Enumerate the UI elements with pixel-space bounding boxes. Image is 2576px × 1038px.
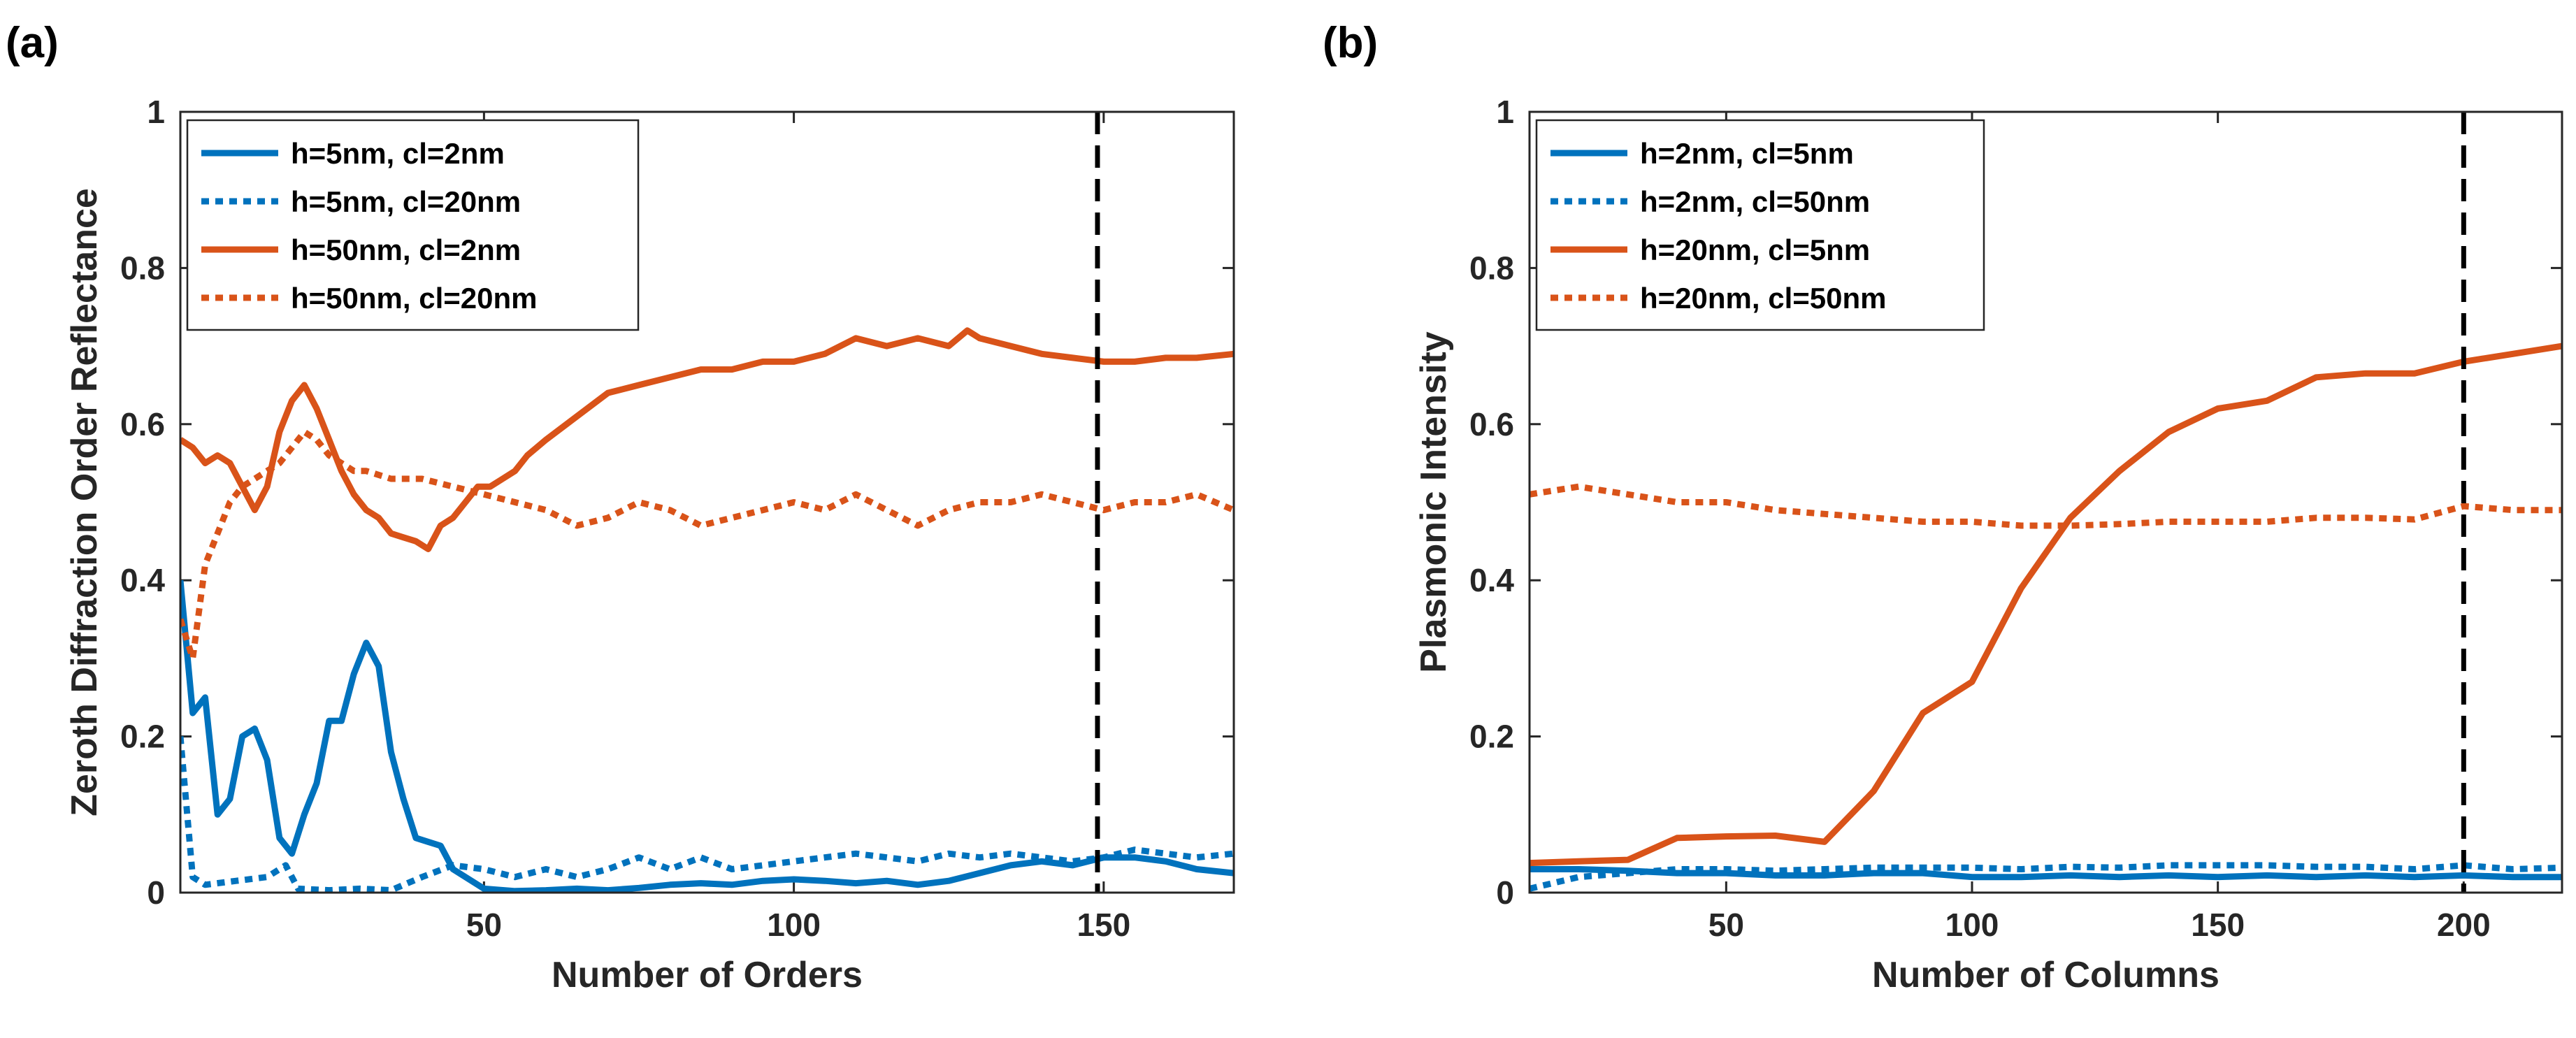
panel-a-x-tick-label: 100: [767, 907, 821, 943]
panel-b-series-line-2: [1530, 862, 2562, 892]
panel-b-y-axis-label: Plasmonic Intensity: [1413, 331, 1454, 672]
panel-a-legend-label-2: h=5nm, cl=20nm: [291, 185, 521, 218]
panel-b-y-tick-label: 1: [1496, 94, 1514, 130]
panel-b-legend-label-4: h=20nm, cl=50nm: [1640, 282, 1887, 315]
panel-a-legend-label-3: h=50nm, cl=2nm: [291, 233, 521, 266]
panel-b-axes-frame: [1528, 110, 2563, 894]
panel-a-y-tick-label: 0: [147, 874, 165, 911]
panel-a-legend-label-1: h=5nm, cl=2nm: [291, 137, 505, 170]
panel-b-series-line-4: [1530, 483, 2562, 529]
panel-a-x-tick-label: 150: [1077, 907, 1130, 943]
panel-b: (b) 50 100 150 200 0 0.2 0.4 0.6 0.8 1 Number of…: [1323, 19, 2563, 995]
panel-a-y-tick-label: 0.2: [120, 719, 165, 755]
panel-b-y-tick-label: 0.2: [1469, 719, 1514, 755]
panel-b-y-tick-label: 0.8: [1469, 250, 1514, 286]
panel-a-y-axis-label: Zeroth Diffraction Order Reflectance: [64, 188, 105, 816]
panel-a-axes-frame: [179, 110, 1235, 894]
panel-b-legend: h=2nm, cl=5nm h=2nm, cl=50nm h=20nm, cl=5n…: [1535, 119, 1985, 331]
panel-b-series: [1530, 343, 2562, 892]
panel-b-x-tick-label: 150: [2191, 907, 2245, 943]
panel-b-y-tick-labels: 0 0.2 0.4 0.6 0.8 1: [1469, 94, 1514, 911]
panel-b-y-tick-label: 0.6: [1469, 406, 1514, 442]
panel-b-y-tick-label: 0.4: [1469, 562, 1514, 598]
panel-a-x-axis-label: Number of Orders: [552, 955, 863, 995]
panel-a-legend: h=5nm, cl=2nm h=5nm, cl=20nm h=50nm, cl=2n…: [186, 119, 640, 331]
panel-a-legend-label-4: h=50nm, cl=20nm: [291, 282, 538, 315]
panel-b-legend-label-2: h=2nm, cl=50nm: [1640, 185, 1870, 218]
panel-a-y-tick-label: 0.6: [120, 406, 165, 442]
panel-b-x-tick-label: 50: [1708, 907, 1744, 943]
panel-a-y-tick-label: 0.8: [120, 250, 165, 286]
panel-b-legend-label-3: h=20nm, cl=5nm: [1640, 233, 1870, 266]
panel-b-x-tick-label: 100: [1945, 907, 1999, 943]
panel-a-y-tick-labels: 0 0.2 0.4 0.6 0.8 1: [120, 94, 165, 911]
panel-a-series-line-3: [180, 327, 1234, 552]
panel-a-series-line-4: [180, 428, 1234, 662]
panel-a-y-tick-label: 0.4: [120, 562, 165, 598]
panel-b-y-tick-label: 0: [1496, 874, 1514, 911]
panel-a-x-tick-label: 50: [466, 907, 502, 943]
panel-b-legend-label-1: h=2nm, cl=5nm: [1640, 137, 1854, 170]
panel-a-label: (a): [6, 19, 59, 67]
panel-a-series-line-1: [180, 579, 1234, 893]
panel-a: (a) 50 100 150 0 0.2 0.4 0.6 0.8 1 Number of Or…: [6, 19, 1235, 995]
panel-a-series-line-2: [180, 736, 1234, 893]
panel-b-x-tick-label: 200: [2437, 907, 2491, 943]
panel-b-series-line-3: [1530, 343, 2562, 867]
panel-b-label: (b): [1323, 19, 1378, 67]
panel-a-y-tick-label: 1: [147, 94, 165, 130]
panel-b-x-axis-label: Number of Columns: [1872, 955, 2219, 995]
panel-b-series-line-1: [1530, 866, 2562, 881]
panel-a-x-tick-labels: 50 100 150: [466, 907, 1130, 943]
panel-a-series: [180, 327, 1234, 893]
panel-b-x-tick-labels: 50 100 150 200: [1708, 907, 2491, 943]
